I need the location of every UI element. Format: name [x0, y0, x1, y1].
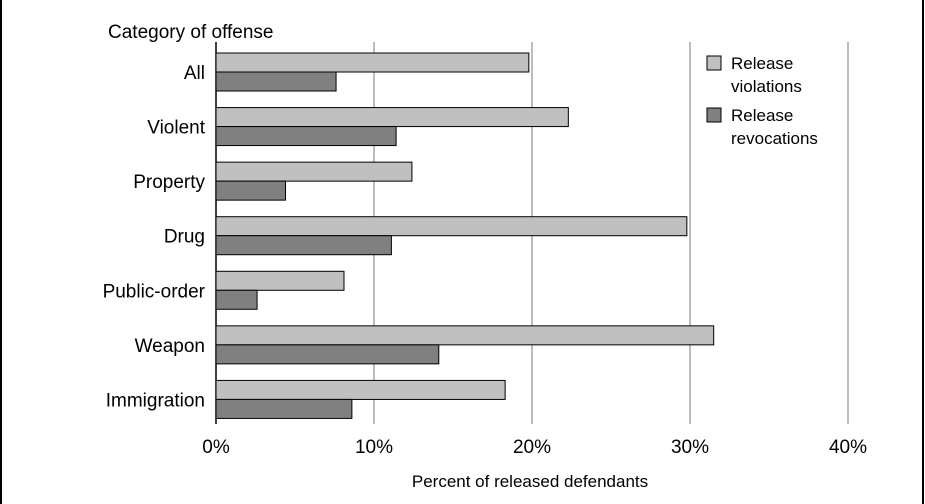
bar-release-revocations	[215, 398, 353, 419]
bar-release-violations	[215, 379, 506, 400]
x-tick-labels: 0% 10% 20% 30% 40%	[202, 437, 867, 458]
category-label: Immigration	[106, 390, 205, 411]
bar-release-violations	[215, 107, 569, 128]
x-tick-label: 20%	[513, 437, 551, 458]
bar-release-violations	[215, 270, 345, 291]
category-label: Drug	[164, 227, 205, 248]
x-tick-label: 40%	[829, 437, 867, 458]
x-tick-label: 0%	[202, 437, 230, 458]
legend-label: violations	[731, 77, 802, 96]
y-axis-title: Category of offense	[108, 22, 273, 43]
category-label: All	[184, 63, 205, 84]
legend-label: revocations	[731, 129, 818, 148]
bar-release-violations	[215, 52, 530, 73]
legend-label: Release	[731, 106, 793, 125]
category-labels: All Violent Property Drug Public-order Weapon…	[103, 63, 206, 411]
bar-release-revocations	[215, 71, 337, 92]
bar-release-revocations	[215, 126, 397, 147]
legend-swatch	[706, 107, 722, 123]
x-tick-label: 10%	[355, 437, 393, 458]
bar-release-revocations	[215, 235, 392, 256]
category-label: Weapon	[135, 336, 205, 357]
category-label: Violent	[147, 118, 205, 139]
x-tick-label: 30%	[671, 437, 709, 458]
bar-release-violations	[215, 325, 715, 346]
bar-release-violations	[215, 161, 413, 182]
bar-release-revocations	[215, 289, 258, 310]
legend: Release violations Release revocations	[706, 54, 818, 148]
bar-release-revocations	[215, 344, 440, 365]
bars	[215, 52, 715, 419]
legend-label: Release	[731, 54, 793, 73]
bar-release-violations	[215, 216, 688, 237]
legend-swatch	[706, 55, 722, 71]
bar-release-revocations	[215, 180, 287, 201]
x-axis-title: Percent of released defendants	[412, 472, 648, 491]
category-label: Public-order	[103, 281, 206, 302]
category-label: Property	[133, 172, 205, 193]
